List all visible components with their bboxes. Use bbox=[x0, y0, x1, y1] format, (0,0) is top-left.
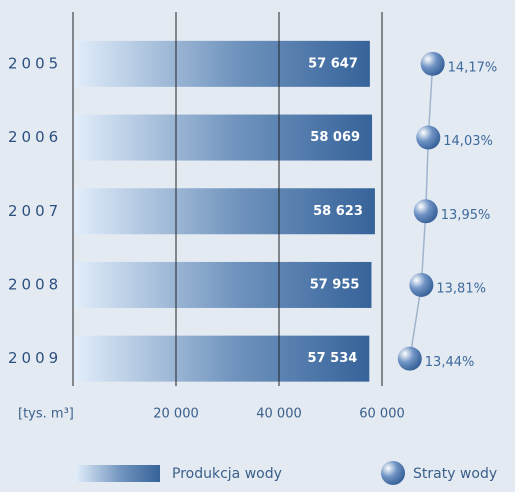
bar-value-label: 57 647 bbox=[308, 56, 358, 71]
y-tick-label: 2005 bbox=[8, 54, 62, 72]
x-tick-label: 20 000 bbox=[153, 407, 199, 422]
y-tick-label: 2009 bbox=[8, 349, 62, 367]
bar-value-label: 58 069 bbox=[310, 130, 360, 145]
x-tick-label: 60 000 bbox=[359, 407, 405, 422]
loss-marker bbox=[409, 272, 434, 297]
loss-value-label: 13,81% bbox=[436, 281, 486, 296]
loss-value-label: 14,03% bbox=[443, 134, 493, 149]
legend-label: Produkcja wody bbox=[172, 466, 282, 482]
y-tick-label: 2006 bbox=[8, 128, 62, 146]
loss-value-label: 13,44% bbox=[425, 355, 475, 370]
legend-swatch bbox=[75, 465, 160, 482]
bar bbox=[73, 335, 370, 382]
loss-marker bbox=[413, 199, 438, 224]
x-tick-label: 40 000 bbox=[256, 407, 302, 422]
loss-marker bbox=[397, 346, 422, 371]
bar bbox=[73, 188, 375, 235]
loss-value-label: 13,95% bbox=[441, 208, 491, 223]
bar bbox=[73, 40, 370, 87]
bar bbox=[73, 114, 373, 161]
bar-value-label: 57 955 bbox=[310, 277, 360, 292]
y-tick-label: 2007 bbox=[8, 202, 62, 220]
bar bbox=[73, 261, 372, 308]
x-axis-label: [tys. m³] bbox=[18, 407, 74, 422]
loss-marker bbox=[420, 51, 445, 76]
loss-marker bbox=[416, 125, 441, 150]
y-tick-label: 2008 bbox=[8, 275, 62, 293]
legend-swatch bbox=[381, 461, 405, 485]
loss-value-label: 14,17% bbox=[448, 60, 498, 75]
legend-label: Straty wody bbox=[413, 466, 497, 482]
bar-value-label: 57 534 bbox=[308, 351, 358, 366]
bar-value-label: 58 623 bbox=[313, 204, 363, 219]
